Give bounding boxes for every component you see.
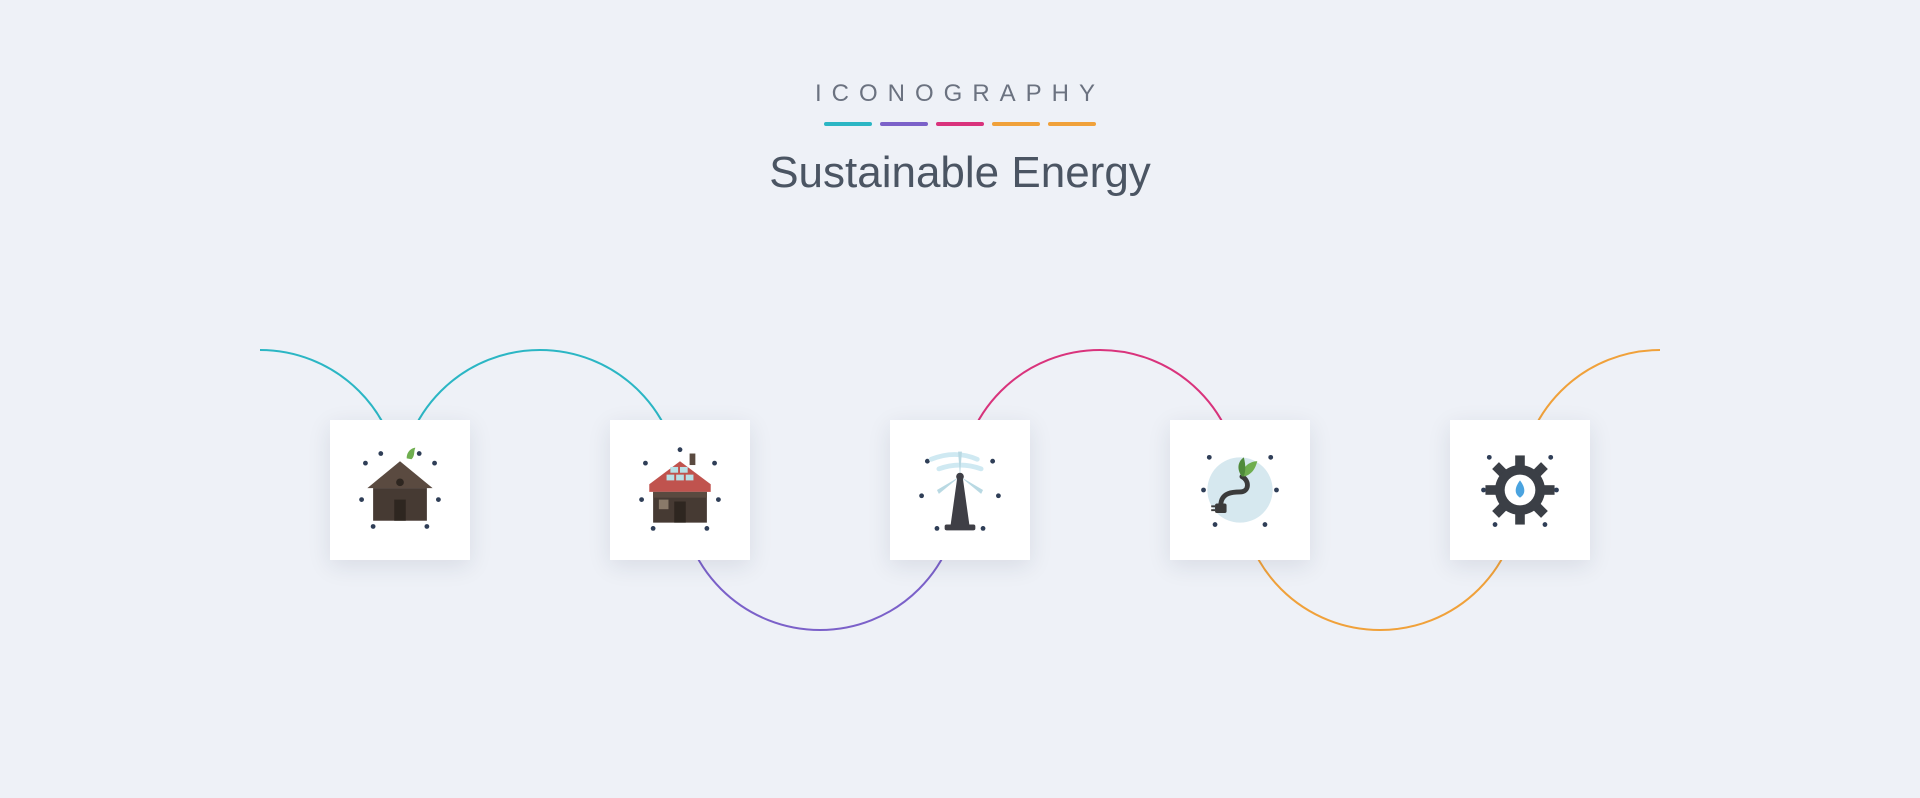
- underline-seg: [1048, 122, 1096, 126]
- icon-card: [1170, 420, 1310, 560]
- eco-house-icon: [352, 442, 448, 538]
- icon-card: [1450, 420, 1590, 560]
- icon-stage: [0, 300, 1920, 720]
- icon-card: [610, 420, 750, 560]
- underline-seg: [880, 122, 928, 126]
- icon-card: [330, 420, 470, 560]
- water-gear-icon: [1472, 442, 1568, 538]
- wind-turbine-icon: [912, 442, 1008, 538]
- page-title: Sustainable Energy: [0, 148, 1920, 198]
- underline-seg: [936, 122, 984, 126]
- solar-house-icon: [632, 442, 728, 538]
- brand-label: ICONOGRAPHY: [0, 80, 1920, 108]
- header: ICONOGRAPHY Sustainable Energy: [0, 80, 1920, 198]
- brand-underline: [0, 122, 1920, 126]
- icon-card-row: [0, 420, 1920, 560]
- green-plug-icon: [1192, 442, 1288, 538]
- underline-seg: [992, 122, 1040, 126]
- icon-card: [890, 420, 1030, 560]
- underline-seg: [824, 122, 872, 126]
